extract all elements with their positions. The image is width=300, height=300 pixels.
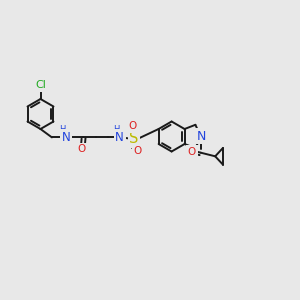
Text: Cl: Cl (35, 80, 46, 90)
Text: N: N (196, 130, 206, 143)
Text: H: H (59, 125, 65, 134)
Text: H: H (113, 125, 119, 134)
Text: N: N (115, 131, 124, 144)
Text: O: O (134, 146, 142, 157)
Text: O: O (128, 121, 137, 131)
Text: O: O (78, 144, 86, 154)
Text: N: N (62, 131, 71, 144)
Text: S: S (129, 131, 139, 146)
Text: O: O (188, 147, 196, 157)
